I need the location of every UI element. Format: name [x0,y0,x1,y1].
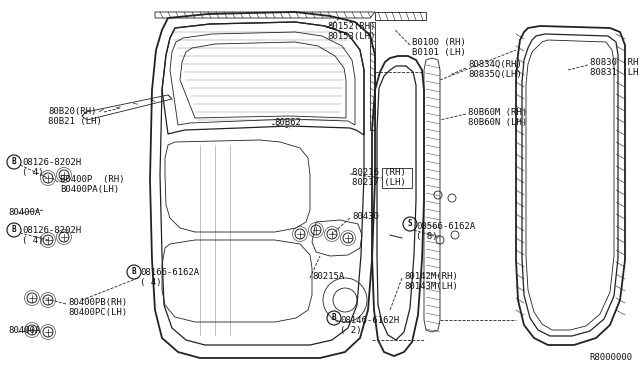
Text: 80B60M (RH)
80B60N (LH): 80B60M (RH) 80B60N (LH) [468,108,527,127]
Text: 80152(RH)
80153(LH): 80152(RH) 80153(LH) [327,22,376,41]
Text: 08126-8202H
( 4): 08126-8202H ( 4) [22,226,81,246]
Text: B: B [332,314,336,323]
Text: 80216 (RH)
80217 (LH): 80216 (RH) 80217 (LH) [352,168,406,187]
Text: R8000000: R8000000 [589,353,632,362]
Text: 80400PB(RH)
80400PC(LH): 80400PB(RH) 80400PC(LH) [68,298,127,317]
Text: B: B [12,225,16,234]
Text: 80400A: 80400A [8,208,40,217]
Text: B: B [132,267,136,276]
Text: 80400A: 80400A [8,326,40,335]
Text: 80B20(RH)
80B21 (LH): 80B20(RH) 80B21 (LH) [48,107,102,126]
Text: B: B [12,157,16,167]
Text: 08146-6162H
( 2): 08146-6162H ( 2) [340,316,399,336]
Text: 80215A: 80215A [312,272,344,281]
Text: 80B62: 80B62 [274,118,301,127]
Text: 08566-6162A
( 8): 08566-6162A ( 8) [416,222,475,241]
Text: 80830 (RH)
80831 (LH): 80830 (RH) 80831 (LH) [590,58,640,77]
Text: 08126-8202H
( 4): 08126-8202H ( 4) [22,158,81,177]
Text: 80142M(RH)
80143M(LH): 80142M(RH) 80143M(LH) [404,272,458,291]
Text: B0100 (RH)
B0101 (LH): B0100 (RH) B0101 (LH) [412,38,466,57]
Text: B0400P  (RH)
B0400PA(LH): B0400P (RH) B0400PA(LH) [60,175,125,195]
Text: S: S [408,219,412,228]
Text: 08166-6162A
( 4): 08166-6162A ( 4) [140,268,199,288]
Text: 80834Q(RH)
80835Q(LH): 80834Q(RH) 80835Q(LH) [468,60,522,79]
Text: 80430: 80430 [352,212,379,221]
